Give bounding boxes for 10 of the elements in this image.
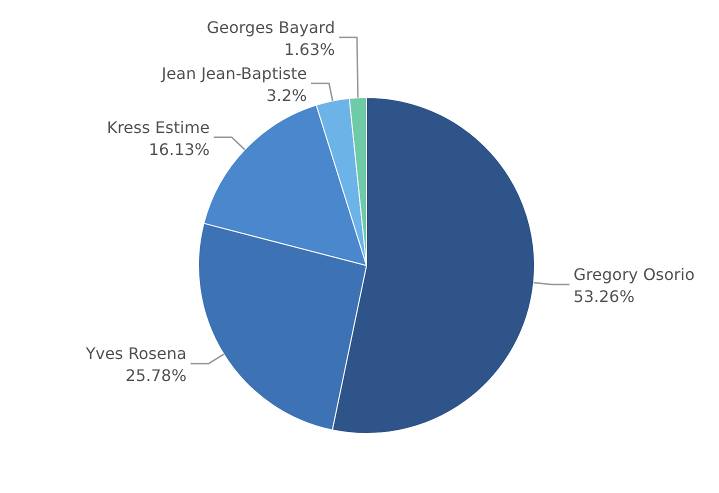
data-label: 3.2%	[266, 86, 308, 105]
slice-label: Gregory Osorio	[574, 265, 695, 284]
data-label: 53.26%	[574, 287, 635, 306]
data-label: 1.63%	[284, 40, 335, 59]
data-label: 25.78%	[126, 366, 187, 386]
slice-label: Jean Jean-Baptiste	[160, 64, 308, 83]
slice-label: Kress Estime	[106, 118, 210, 137]
data-label: 16.13%	[148, 140, 210, 159]
slice-label: Georges Bayard	[206, 18, 335, 37]
slice-label: Yves Rosena	[84, 344, 187, 364]
